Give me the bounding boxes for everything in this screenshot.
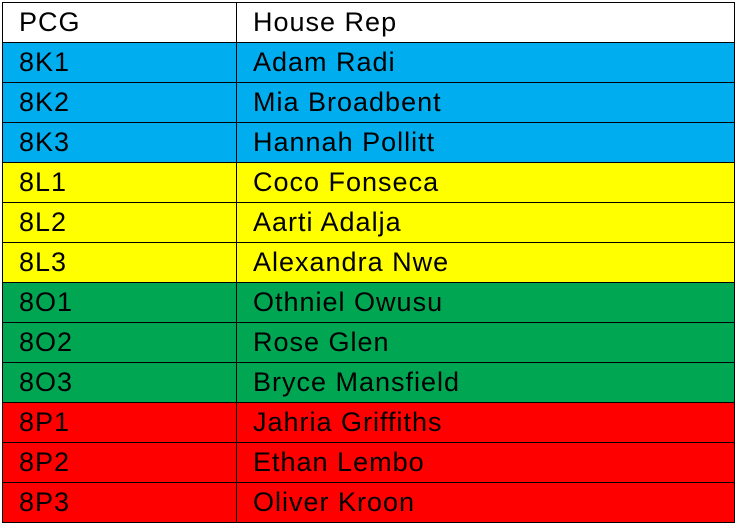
rep-cell: Rose Glen	[236, 322, 735, 363]
table-row: 8K3 Hannah Pollitt	[2, 122, 735, 163]
rep-cell: Ethan Lembo	[236, 442, 735, 483]
column-header-pcg: PCG	[2, 2, 237, 43]
rep-cell: Bryce Mansfield	[236, 362, 735, 403]
rep-cell: Coco Fonseca	[236, 162, 735, 203]
table-row: 8O2 Rose Glen	[2, 322, 735, 363]
pcg-cell: 8P1	[2, 402, 237, 443]
pcg-cell: 8L1	[2, 162, 237, 203]
rep-cell: Jahria Griffiths	[236, 402, 735, 443]
rep-cell: Othniel Owusu	[236, 282, 735, 323]
pcg-cell: 8O2	[2, 322, 237, 363]
rep-cell: Mia Broadbent	[236, 82, 735, 123]
pcg-cell: 8K3	[2, 122, 237, 163]
table-row: 8K2 Mia Broadbent	[2, 82, 735, 123]
table-row: 8L2 Aarti Adalja	[2, 202, 735, 243]
pcg-cell: 8K2	[2, 82, 237, 123]
table-header-row: PCG House Rep	[2, 2, 735, 43]
rep-cell: Hannah Pollitt	[236, 122, 735, 163]
table-row: 8O3 Bryce Mansfield	[2, 362, 735, 403]
rep-cell: Oliver Kroon	[236, 482, 735, 523]
rep-cell: Aarti Adalja	[236, 202, 735, 243]
table-row: 8P2 Ethan Lembo	[2, 442, 735, 483]
pcg-cell: 8L2	[2, 202, 237, 243]
pcg-cell: 8O1	[2, 282, 237, 323]
column-header-house-rep: House Rep	[236, 2, 735, 43]
table-row: 8K1 Adam Radi	[2, 42, 735, 83]
pcg-cell: 8P2	[2, 442, 237, 483]
table-row: 8P1 Jahria Griffiths	[2, 402, 735, 443]
table-row: 8L1 Coco Fonseca	[2, 162, 735, 203]
table-row: 8P3 Oliver Kroon	[2, 482, 735, 523]
table-row: 8L3 Alexandra Nwe	[2, 242, 735, 283]
pcg-cell: 8L3	[2, 242, 237, 283]
rep-cell: Adam Radi	[236, 42, 735, 83]
pcg-cell: 8P3	[2, 482, 237, 523]
table-row: 8O1 Othniel Owusu	[2, 282, 735, 323]
pcg-cell: 8O3	[2, 362, 237, 403]
rep-cell: Alexandra Nwe	[236, 242, 735, 283]
pcg-cell: 8K1	[2, 42, 237, 83]
